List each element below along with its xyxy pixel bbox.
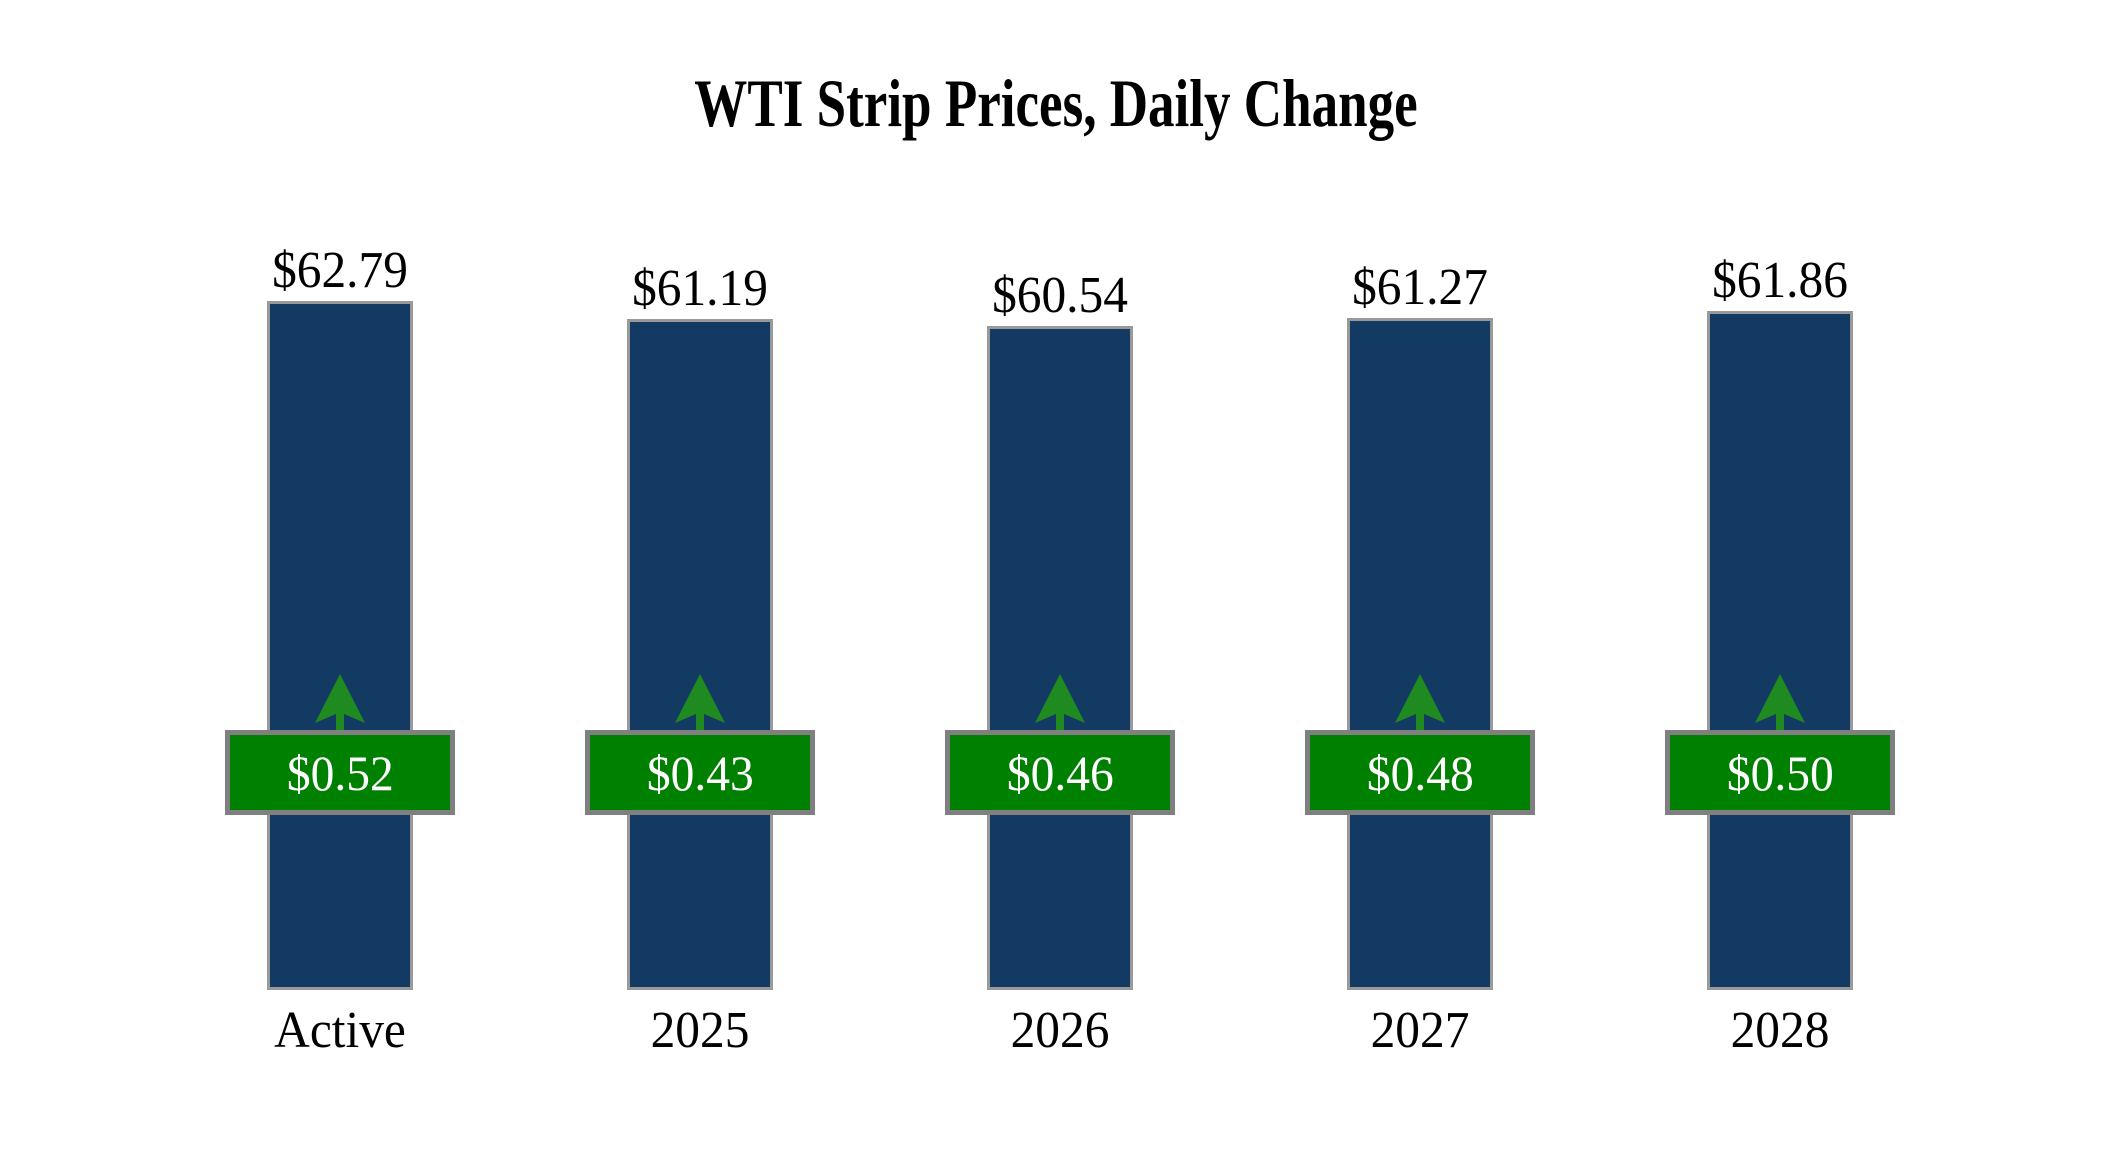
price-label: $61.27 bbox=[1352, 259, 1488, 316]
bar bbox=[267, 301, 413, 990]
change-value: $0.52 bbox=[286, 744, 394, 801]
price-label: $60.54 bbox=[992, 267, 1128, 324]
price-label: $61.19 bbox=[632, 260, 768, 317]
change-badge: $0.48 bbox=[1305, 730, 1535, 815]
change-value: $0.46 bbox=[1006, 744, 1114, 801]
up-arrow-icon bbox=[315, 674, 365, 732]
up-arrow-icon bbox=[1395, 674, 1445, 732]
change-value: $0.43 bbox=[646, 744, 754, 801]
bar bbox=[987, 326, 1133, 990]
category-label: Active bbox=[274, 1002, 406, 1059]
bar bbox=[627, 319, 773, 990]
up-arrow-icon bbox=[1035, 674, 1085, 732]
price-label: $61.86 bbox=[1712, 252, 1848, 309]
up-arrow-icon bbox=[1755, 674, 1805, 732]
price-label: $62.79 bbox=[272, 242, 408, 299]
up-arrow-icon bbox=[675, 674, 725, 732]
bar bbox=[1347, 318, 1493, 990]
change-value: $0.48 bbox=[1366, 744, 1474, 801]
change-badge: $0.52 bbox=[225, 730, 455, 815]
bar bbox=[1707, 311, 1853, 990]
change-badge: $0.46 bbox=[945, 730, 1175, 815]
category-label: 2025 bbox=[650, 1002, 750, 1059]
change-value: $0.50 bbox=[1726, 744, 1834, 801]
change-badge: $0.43 bbox=[585, 730, 815, 815]
category-label: 2026 bbox=[1010, 1002, 1110, 1059]
category-label: 2027 bbox=[1370, 1002, 1470, 1059]
change-badge: $0.50 bbox=[1665, 730, 1895, 815]
chart-title: WTI Strip Prices, Daily Change bbox=[694, 65, 1418, 141]
category-label: 2028 bbox=[1730, 1002, 1830, 1059]
